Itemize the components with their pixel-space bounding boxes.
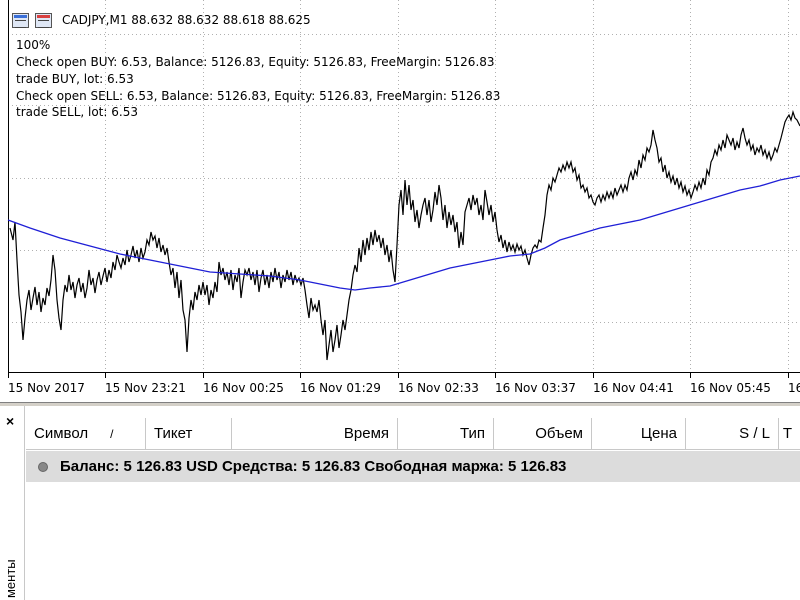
column-label: Цена <box>640 425 677 442</box>
balance-row[interactable]: Баланс: 5 126.83 USD Средства: 5 126.83 … <box>26 451 800 482</box>
column-label: Символ <box>34 425 89 442</box>
zoom-level-text: 100% <box>16 38 51 52</box>
chart-window-icon[interactable] <box>12 12 29 28</box>
column-header-type[interactable]: Тип <box>398 418 494 449</box>
time-axis-label: 15 Nov 2017 <box>8 381 85 395</box>
splitter-bar[interactable] <box>0 402 800 407</box>
chart-symbol-title: CADJPY,M1 88.632 88.632 88.618 88.625 <box>62 13 311 27</box>
column-label: Тикет <box>154 425 193 442</box>
log-line-check-sell: Check open SELL: 6.53, Balance: 5126.83,… <box>16 89 501 103</box>
balance-summary-text: Баланс: 5 126.83 USD Средства: 5 126.83 … <box>60 458 567 475</box>
column-header-volume[interactable]: Объем <box>494 418 592 449</box>
time-axis-label: 16 Nov 00:25 <box>203 381 284 395</box>
close-icon[interactable]: × <box>6 413 15 429</box>
column-label: Время <box>343 425 389 442</box>
price-chart[interactable]: CADJPY,M1 88.632 88.632 88.618 88.625 10… <box>0 0 800 406</box>
time-axis-label: 16 Nov 03:37 <box>495 381 576 395</box>
moving-average-line <box>7 175 800 291</box>
time-axis-label: 16 Nov 04:41 <box>593 381 674 395</box>
time-axis-label: 15 Nov 23:21 <box>105 381 186 395</box>
sort-indicator-icon: / <box>110 426 114 441</box>
terminal-sidebar <box>0 406 25 600</box>
log-line-trade-sell: trade SELL, lot: 6.53 <box>16 105 138 119</box>
log-line-trade-buy: trade BUY, lot: 6.53 <box>16 72 134 86</box>
trade-table-header: Символ / Тикет Время Тип Объем Цена S / … <box>26 418 800 450</box>
column-header-time[interactable]: Время <box>232 418 398 449</box>
time-axis-label: 16 Nov 01:29 <box>300 381 381 395</box>
balance-status-icon <box>38 461 48 472</box>
chart-grid <box>8 0 800 372</box>
terminal-tab-label[interactable]: менты <box>3 559 18 598</box>
chart-canvas <box>7 0 800 378</box>
column-label: Объем <box>535 425 583 442</box>
column-header-symbol[interactable]: Символ / <box>26 418 146 449</box>
chart-window-red-icon[interactable] <box>35 12 52 28</box>
column-label: S / L <box>739 425 770 442</box>
log-line-check-buy: Check open BUY: 6.53, Balance: 5126.83, … <box>16 55 495 69</box>
column-header-sl[interactable]: S / L <box>686 418 779 449</box>
column-label: Тип <box>459 425 485 442</box>
time-axis-label: 16 <box>788 381 800 395</box>
chart-title-bar: CADJPY,M1 88.632 88.632 88.618 88.625 <box>12 10 311 30</box>
column-label: T <box>782 425 792 442</box>
column-header-ticket[interactable]: Тикет <box>146 418 232 449</box>
column-header-tp[interactable]: T <box>779 418 800 449</box>
time-axis-label: 16 Nov 05:45 <box>690 381 771 395</box>
price-line <box>9 109 800 361</box>
time-axis-label: 16 Nov 02:33 <box>398 381 479 395</box>
column-header-price[interactable]: Цена <box>592 418 686 449</box>
